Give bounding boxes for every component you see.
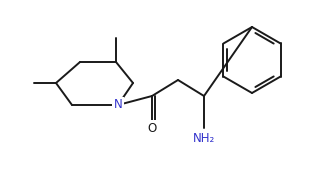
Text: O: O	[147, 121, 157, 135]
Text: N: N	[114, 98, 122, 112]
Text: NH₂: NH₂	[193, 132, 215, 145]
